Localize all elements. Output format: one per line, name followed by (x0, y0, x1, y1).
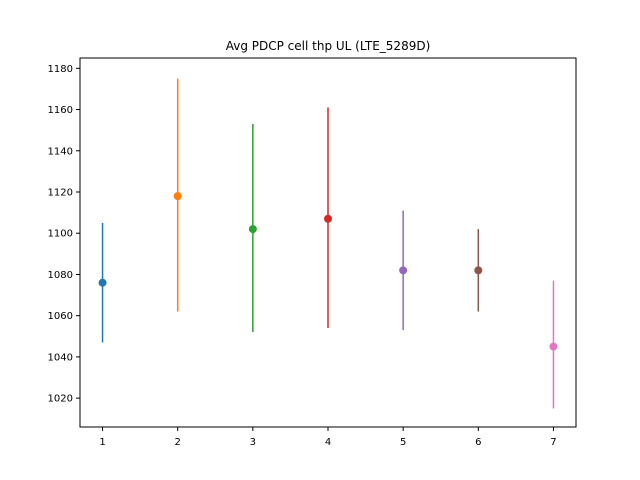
x-tick-label: 1 (99, 437, 105, 448)
x-tick-label: 6 (475, 437, 481, 448)
chart-title: Avg PDCP cell thp UL (LTE_5289D) (226, 39, 431, 53)
y-tick-label: 1020 (48, 394, 73, 405)
y-tick-label: 1040 (48, 352, 73, 363)
data-point-5 (399, 266, 408, 275)
data-point-3 (248, 225, 257, 234)
y-tick-label: 1080 (48, 270, 73, 281)
y-tick-label: 1160 (48, 105, 73, 116)
x-tick-label: 5 (400, 437, 406, 448)
data-point-4 (324, 214, 332, 223)
y-tick-label: 1140 (48, 146, 73, 157)
data-point-1 (98, 278, 107, 287)
data-point-6 (474, 266, 483, 275)
y-tick-label: 1060 (48, 311, 73, 322)
x-tick-label: 3 (250, 437, 256, 448)
x-axis: 1 2 3 4 5 6 7 (99, 427, 557, 448)
y-tick-label: 1180 (48, 64, 73, 75)
data-point-2 (173, 192, 182, 201)
y-tick-label: 1100 (48, 229, 73, 240)
plot-area (98, 78, 558, 409)
y-tick-label: 1120 (48, 187, 73, 198)
x-tick-label: 7 (550, 437, 556, 448)
x-tick-label: 2 (175, 437, 181, 448)
data-point-7 (549, 342, 558, 351)
x-tick-label: 4 (325, 437, 331, 448)
y-axis: 1020 1040 1060 1080 1100 1120 1140 1160 1180 (48, 64, 80, 405)
